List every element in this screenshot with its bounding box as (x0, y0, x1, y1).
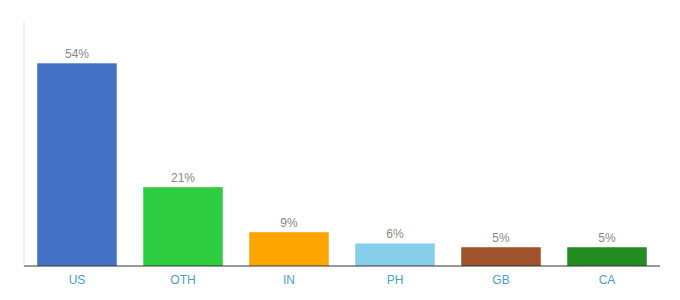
data-label: 5% (598, 231, 616, 245)
x-tick-label: IN (283, 273, 295, 287)
x-tick-label: US (69, 273, 86, 287)
data-label: 54% (65, 47, 89, 61)
x-axis-line (24, 266, 660, 267)
bar (37, 63, 117, 266)
x-tick-label: CA (599, 273, 616, 287)
bar (355, 243, 435, 266)
x-tick-label: OTH (170, 273, 195, 287)
chart-container: US OTH IN PH GB CA 54% 21% 9% 6% 5% 5% (0, 0, 680, 300)
data-label: 6% (386, 227, 404, 241)
data-label: 5% (492, 231, 510, 245)
x-tick-label: GB (492, 273, 509, 287)
data-label: 21% (171, 171, 195, 185)
bar (461, 247, 541, 266)
bar (249, 232, 329, 266)
x-tick-label: PH (387, 273, 404, 287)
bars (37, 63, 647, 266)
data-label: 9% (280, 216, 298, 230)
bar (567, 247, 647, 266)
bar (143, 187, 223, 266)
y-axis-line (24, 22, 25, 266)
chart-svg: US OTH IN PH GB CA 54% 21% 9% 6% 5% 5% (0, 0, 680, 300)
